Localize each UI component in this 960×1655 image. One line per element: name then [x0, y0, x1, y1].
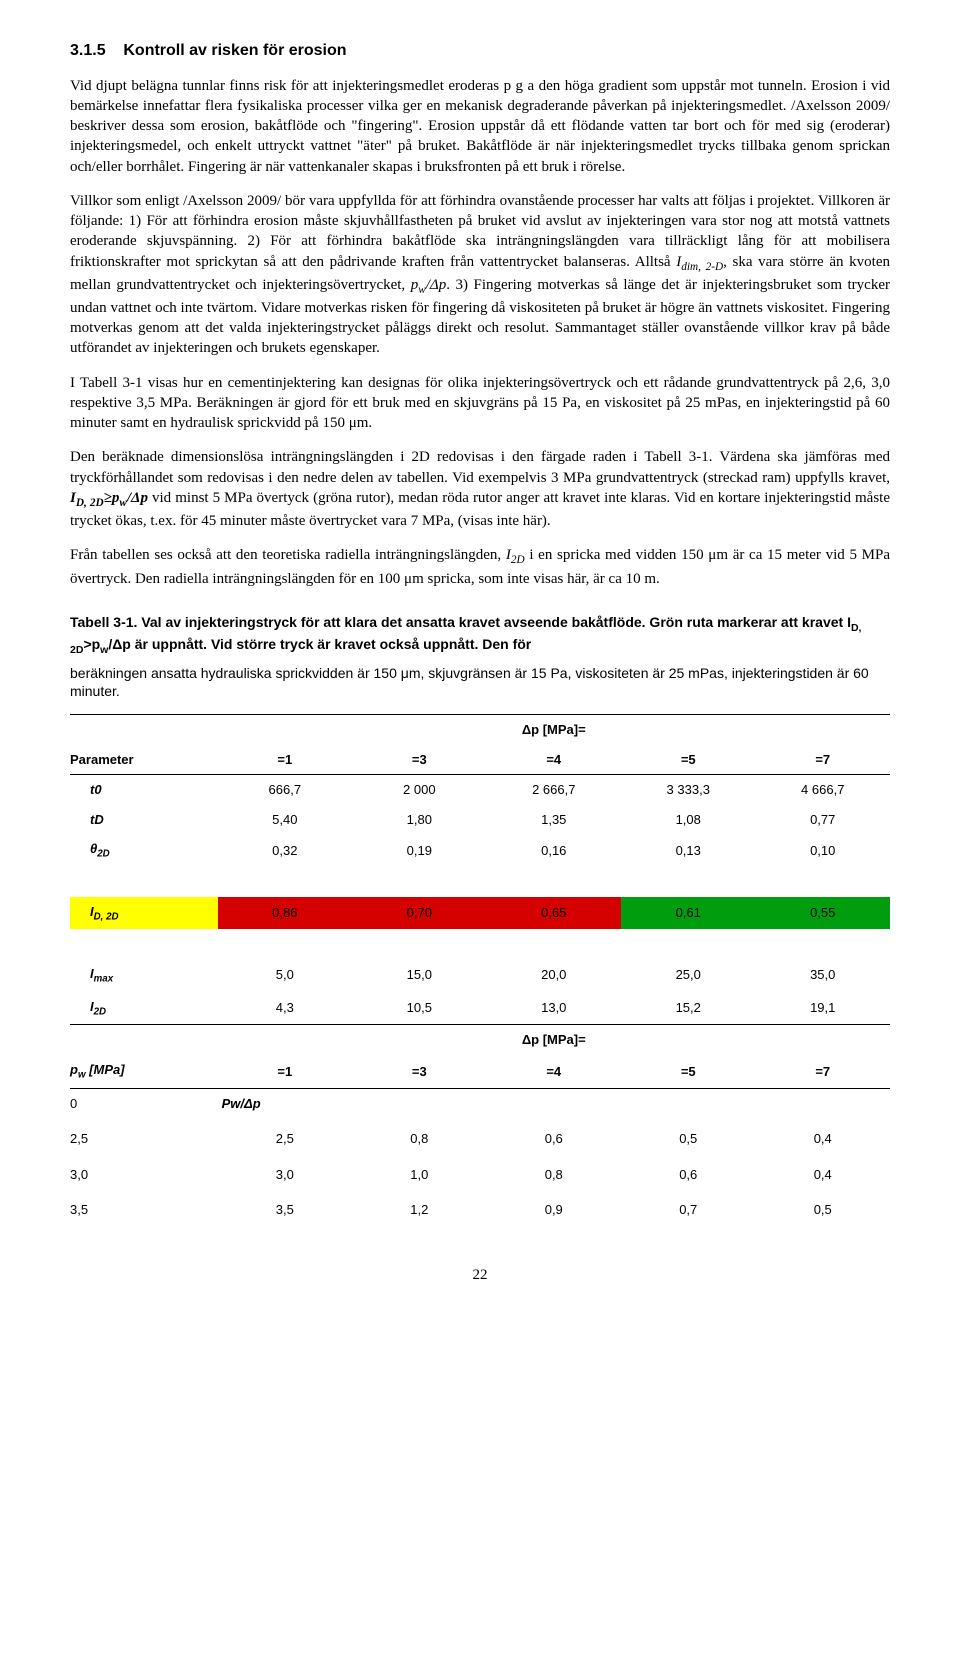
p5a: Från tabellen ses också att den teoretis…	[70, 547, 506, 563]
data-table: Δp [MPa]=Parameter=1=3=4=5=7t0666,72 000…	[70, 714, 890, 1225]
section-title: Kontroll av risken för erosion	[123, 42, 346, 59]
paragraph-1: Vid djupt belägna tunnlar finns risk för…	[70, 76, 890, 177]
paragraph-5: Från tabellen ses också att den teoretis…	[70, 545, 890, 588]
table-caption: Tabell 3-1. Val av injekteringstryck för…	[70, 613, 890, 658]
sym-id2d-ge-sub: D, 2D	[76, 497, 104, 509]
paragraph-2: Villkor som enligt /Axelsson 2009/ bör v…	[70, 191, 890, 359]
p4a: Den beräknade dimensionslösa inträngning…	[70, 449, 890, 485]
caption-part3: /Δp är uppnått. Vid större tryck är krav…	[108, 636, 531, 652]
sym-pwdp: pw/Δp	[411, 277, 447, 293]
sym-id2d-ge: ID, 2D≥pw/Δp	[70, 490, 148, 506]
sym-i2d: I2D	[506, 547, 525, 563]
section-number: 3.1.5	[70, 42, 106, 59]
sym-i2d-sub: 2D	[511, 554, 525, 566]
sym-pwdp-sub: w	[418, 284, 426, 296]
paragraph-3: I Tabell 3-1 visas hur en cementinjekter…	[70, 373, 890, 434]
caption-part1: Tabell 3-1. Val av injekteringstryck för…	[70, 614, 851, 630]
paragraph-4: Den beräknade dimensionslösa inträngning…	[70, 447, 890, 531]
page-number: 22	[70, 1265, 890, 1285]
sym-id2d-ge-after2: /Δp	[127, 490, 148, 506]
section-heading: 3.1.5 Kontroll av risken för erosion	[70, 40, 890, 62]
sym-idim2d-sub: dim, 2-D	[681, 261, 723, 273]
sym-id2d-ge-sub2: w	[119, 497, 127, 509]
sym-pwdp-after: /Δp	[426, 277, 446, 293]
table-caption-rest: beräkningen ansatta hydrauliska sprickvi…	[70, 664, 890, 700]
p4b: vid minst 5 MPa övertyck (gröna rutor), …	[70, 490, 890, 529]
sym-idim2d: Idim, 2-D	[676, 254, 723, 270]
sym-id2d-ge-after: ≥p	[104, 490, 120, 506]
caption-part2: >p	[83, 636, 100, 652]
